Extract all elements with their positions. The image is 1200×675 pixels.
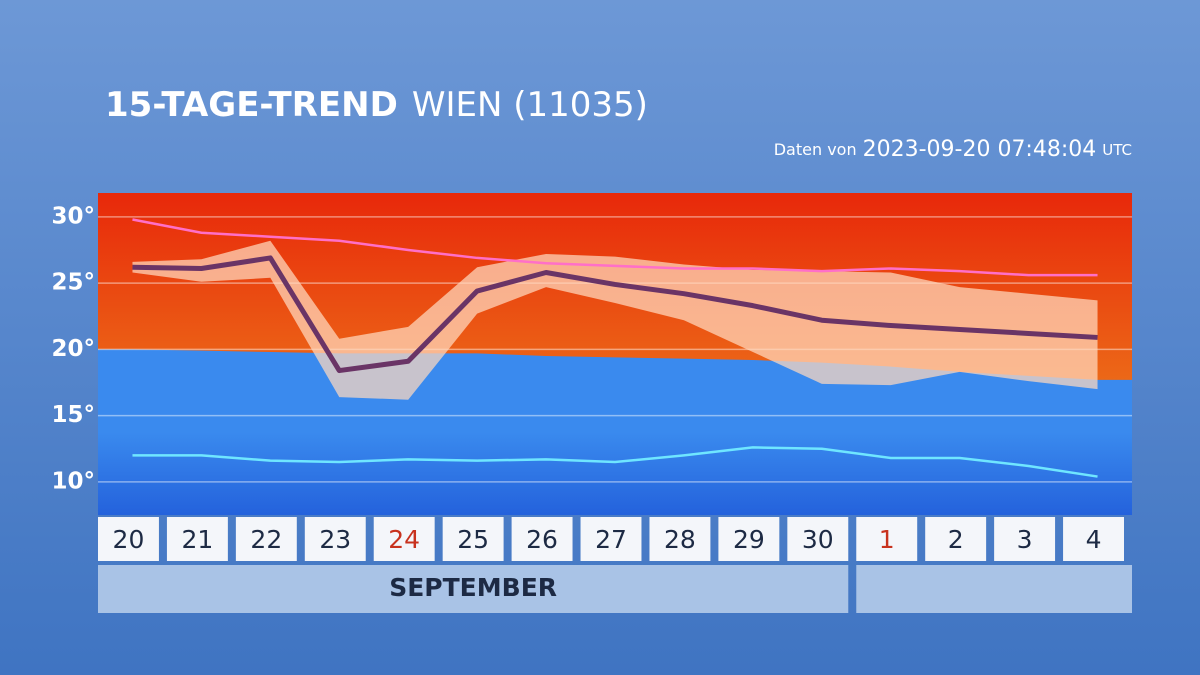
- month-box: [856, 565, 1132, 613]
- series-line: [132, 255, 1098, 374]
- y-tick-label: 10°: [51, 468, 95, 494]
- month-box: [98, 565, 849, 613]
- x-tick-label: 24: [388, 525, 420, 554]
- y-tick-label: 20°: [51, 336, 95, 362]
- day-box: [580, 517, 642, 561]
- y-tick-label: 30°: [51, 203, 95, 229]
- series-line: [132, 446, 1098, 478]
- day-box: [373, 517, 435, 561]
- plot: [98, 193, 1132, 515]
- day-box: [98, 517, 159, 561]
- y-tick-label: 15°: [51, 402, 95, 428]
- x-tick-label: 30: [802, 525, 834, 554]
- day-box: [442, 517, 504, 561]
- x-tick-label: 1: [879, 525, 895, 554]
- day-box: [925, 517, 987, 561]
- day-box: [649, 517, 711, 561]
- cold-zone: [98, 349, 1132, 515]
- day-box: [787, 517, 849, 561]
- x-tick-label: 21: [181, 525, 213, 554]
- x-tick-label: 27: [595, 525, 627, 554]
- day-box: [166, 517, 228, 561]
- x-tick-label: 4: [1086, 525, 1102, 554]
- day-box: [718, 517, 780, 561]
- x-tick-label: 26: [526, 525, 558, 554]
- x-tick-label: 2: [948, 525, 964, 554]
- month-label: SEPTEMBER: [389, 573, 557, 602]
- day-box: [511, 517, 573, 561]
- x-tick-label: 29: [733, 525, 765, 554]
- series-line: [132, 218, 1098, 277]
- x-tick-label: 22: [250, 525, 282, 554]
- y-tick-label: 25°: [51, 270, 95, 296]
- x-tick-label: 20: [113, 525, 145, 554]
- spread-band: [132, 240, 1098, 400]
- x-tick-label: 25: [457, 525, 489, 554]
- x-tick-label: 23: [319, 525, 351, 554]
- day-box: [1063, 517, 1124, 561]
- day-box: [994, 517, 1056, 561]
- day-box: [304, 517, 366, 561]
- chart-title: 15-TAGE-TREND WIEN (11035): [105, 85, 648, 125]
- x-tick-label: 3: [1017, 525, 1033, 554]
- x-tick-label: 28: [664, 525, 696, 554]
- day-box: [856, 517, 918, 561]
- day-box: [235, 517, 297, 561]
- source: Daten von 2023-09-20 07:48:04 UTC: [774, 137, 1132, 162]
